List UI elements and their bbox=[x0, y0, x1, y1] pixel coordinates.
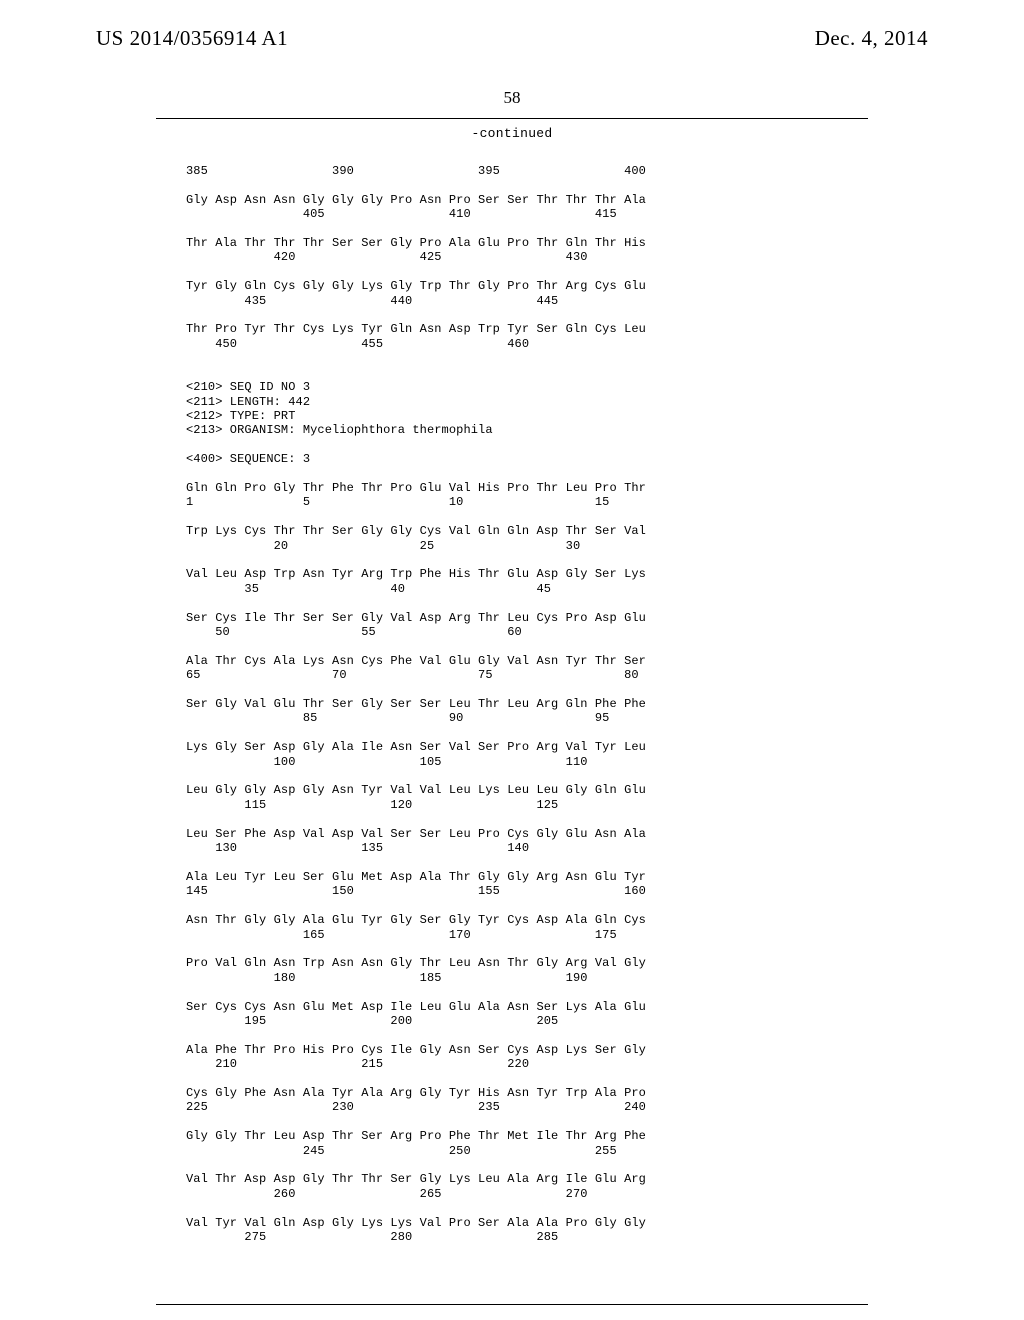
page-number: 58 bbox=[0, 88, 1024, 108]
top-horizontal-rule bbox=[156, 118, 868, 119]
publication-number: US 2014/0356914 A1 bbox=[96, 26, 288, 51]
bottom-horizontal-rule bbox=[156, 1304, 868, 1305]
page-root: US 2014/0356914 A1 Dec. 4, 2014 58 -cont… bbox=[0, 0, 1024, 1320]
publication-date: Dec. 4, 2014 bbox=[815, 26, 928, 51]
sequence-listing: 385 390 395 400 Gly Asp Asn Asn Gly Gly … bbox=[186, 164, 646, 1244]
continued-label: -continued bbox=[0, 126, 1024, 141]
